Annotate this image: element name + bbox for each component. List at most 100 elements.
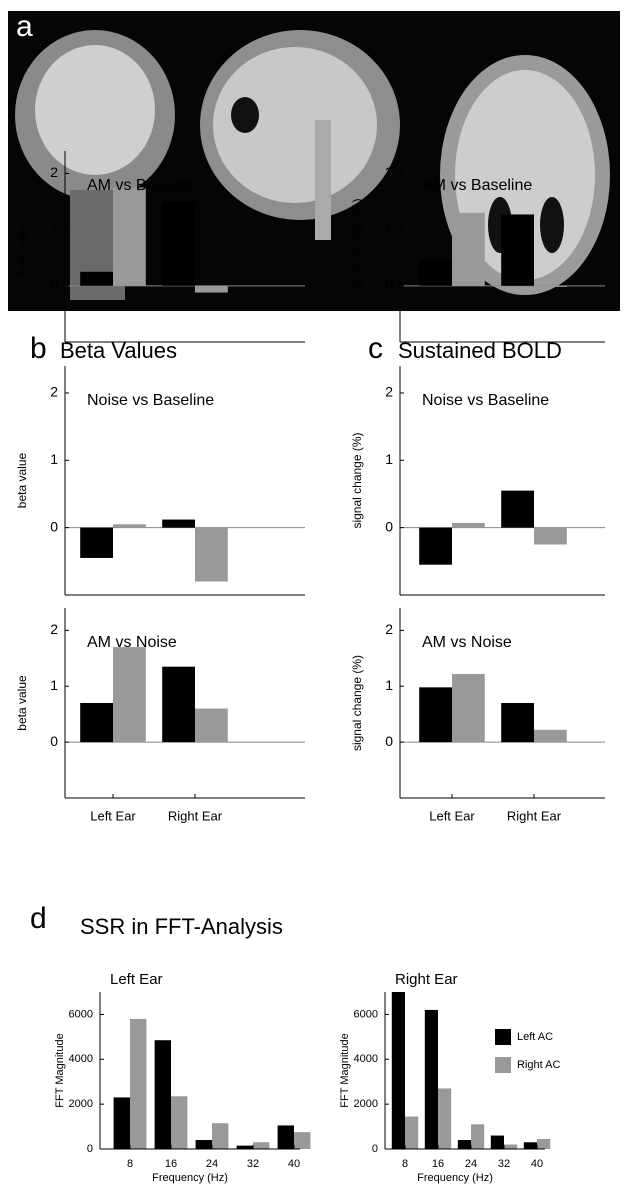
bar — [534, 730, 567, 742]
chart-title: Left Ear — [110, 971, 163, 988]
y-tick-label: 0 — [87, 1143, 93, 1155]
x-tick-label: 24 — [206, 1158, 218, 1170]
y-axis-label: FFT Magnitude — [339, 1033, 351, 1107]
y-tick-label: 0 — [50, 277, 58, 293]
panel-label: c — [368, 332, 383, 365]
chart-title: Noise vs Baseline — [87, 392, 214, 409]
y-tick-label: 0 — [385, 277, 393, 293]
bar — [130, 1019, 146, 1149]
bar — [524, 1142, 537, 1149]
bar — [419, 261, 452, 286]
bar — [504, 1145, 517, 1149]
y-tick-label: 2000 — [69, 1098, 93, 1110]
bar — [162, 667, 195, 742]
bar — [195, 709, 228, 743]
bar — [113, 188, 146, 286]
y-tick-label: 2 — [385, 164, 393, 180]
panel-label: d — [30, 902, 47, 935]
y-tick-label: 2 — [385, 621, 393, 637]
bar — [253, 1142, 269, 1149]
bar — [471, 1124, 484, 1149]
bar — [452, 523, 485, 528]
y-tick-label: 6000 — [69, 1008, 93, 1020]
bar — [501, 491, 534, 528]
x-tick-label: 40 — [288, 1158, 300, 1170]
bar — [501, 214, 534, 285]
y-axis-label: signal change (%) — [350, 432, 364, 528]
y-tick-label: 0 — [50, 733, 58, 749]
y-axis-label: beta value — [15, 675, 29, 731]
bar — [452, 213, 485, 286]
y-tick-label: 0 — [372, 1143, 378, 1155]
bar — [195, 528, 228, 582]
panel-label: b — [30, 332, 47, 365]
x-tick-label: Left Ear — [90, 808, 136, 823]
panel-title: SSR in FFT-Analysis — [80, 914, 283, 939]
bar — [452, 674, 485, 742]
bar — [237, 1146, 253, 1149]
y-tick-label: 0 — [385, 733, 393, 749]
y-tick-label: 1 — [50, 677, 58, 693]
figure: a b Beta Values c Sustained BOLD d SSR i… — [0, 0, 628, 1184]
x-axis-label: Frequency (Hz) — [417, 1172, 493, 1184]
bar — [195, 286, 228, 293]
y-tick-label: 2 — [50, 384, 58, 400]
panel-label: a — [16, 10, 33, 43]
y-axis-label: beta value — [15, 218, 29, 274]
legend-swatch — [495, 1029, 511, 1045]
y-tick-label: 2000 — [354, 1098, 378, 1110]
bar — [405, 1116, 418, 1149]
legend-label: Right AC — [517, 1059, 560, 1071]
bar — [155, 1040, 171, 1149]
y-tick-label: 1 — [385, 451, 393, 467]
y-tick-label: 0 — [50, 518, 58, 534]
bar — [425, 1010, 438, 1149]
legend-label: Left AC — [517, 1031, 553, 1043]
bar — [534, 286, 567, 287]
bar — [80, 272, 113, 286]
y-tick-label: 6000 — [354, 1008, 378, 1020]
y-tick-label: 1 — [385, 677, 393, 693]
x-tick-label: 40 — [531, 1158, 543, 1170]
y-tick-label: 1 — [50, 451, 58, 467]
chart-title: Right Ear — [395, 971, 458, 988]
x-tick-label: 32 — [247, 1158, 259, 1170]
x-tick-label: 8 — [402, 1158, 408, 1170]
y-tick-label: 1 — [385, 220, 393, 236]
bar — [419, 528, 452, 565]
chart-title: AM vs Baseline — [422, 177, 532, 194]
chart-title: Noise vs Baseline — [422, 392, 549, 409]
chart-title: AM vs Baseline — [87, 177, 197, 194]
bar — [392, 992, 405, 1149]
bar — [294, 1132, 310, 1149]
bar — [534, 528, 567, 545]
x-tick-label: Right Ear — [507, 808, 562, 823]
x-tick-label: 8 — [127, 1158, 133, 1170]
bar — [537, 1139, 550, 1149]
y-axis-label: beta value — [15, 452, 29, 508]
y-tick-label: 2 — [50, 621, 58, 637]
bar — [196, 1140, 212, 1149]
bar — [278, 1125, 294, 1149]
y-axis-label: signal change (%) — [350, 198, 364, 294]
x-tick-label: 16 — [432, 1158, 444, 1170]
bar — [114, 1097, 130, 1149]
bar — [113, 524, 146, 527]
y-tick-label: 4000 — [354, 1053, 378, 1065]
y-tick-label: 2 — [50, 164, 58, 180]
y-axis-label: signal change (%) — [350, 655, 364, 751]
bar — [113, 647, 146, 742]
bar — [501, 703, 534, 742]
x-tick-label: Left Ear — [429, 808, 475, 823]
legend-swatch — [495, 1057, 511, 1073]
y-tick-label: 4000 — [69, 1053, 93, 1065]
y-axis-label: FFT Magnitude — [54, 1033, 66, 1107]
chart-title: AM vs Noise — [422, 634, 512, 651]
y-tick-label: 2 — [385, 384, 393, 400]
bar — [80, 703, 113, 742]
x-axis-label: Frequency (Hz) — [152, 1172, 228, 1184]
chart-title: AM vs Noise — [87, 634, 177, 651]
bar — [212, 1123, 228, 1149]
x-tick-label: Right Ear — [168, 808, 223, 823]
bar — [171, 1096, 187, 1149]
